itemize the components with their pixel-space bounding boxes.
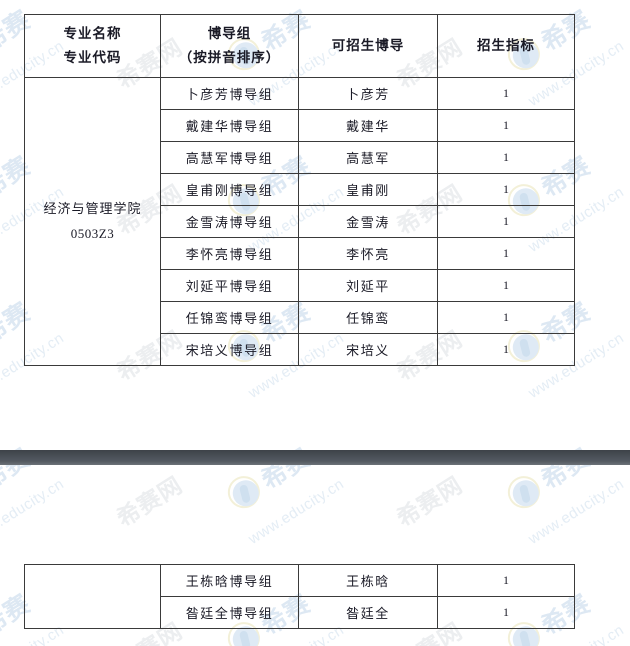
column-header-major: 专业名称 专业代码 [24,14,161,78]
quota-cell: 1 [437,269,575,302]
advisor-cell: 任锦鸾 [298,301,438,334]
quota-cell: 1 [437,564,575,597]
advisor-cell: 昝廷全 [298,596,438,629]
table-row: 戴建华博导组 戴建华 1 [25,109,575,142]
quota-cell: 1 [437,173,575,206]
group-cell: 卜彦芳博导组 [160,77,299,110]
column-header-advisor: 可招生博导 [298,14,438,78]
quota-cell: 1 [437,109,575,142]
table-row: 任锦鸾博导组 任锦鸾 1 [25,301,575,334]
group-cell: 高慧军博导组 [160,141,299,174]
group-cell: 宋培义博导组 [160,333,299,366]
advisor-cell: 王栋晗 [298,564,438,597]
quota-cell: 1 [437,333,575,366]
group-cell: 李怀亮博导组 [160,237,299,270]
watermark-url-text: www.educity.cn [0,475,68,548]
quota-cell: 1 [437,205,575,238]
watermark-brand-text: 希赛 [0,443,36,495]
table-row: 经济与管理学院 0503Z3 卜彦芳博导组 卜彦芳 1 [24,77,575,366]
column-header-quota-line1: 招生指标 [477,38,535,54]
header-row: 专业名称 专业代码 博导组 （按拼音排序） 可招生博导 招生指标 [24,14,575,78]
column-header-major-line2: 专业代码 [63,50,122,65]
group-cell: 昝廷全博导组 [160,596,299,629]
watermark-brand-net-text: 希赛网 [392,471,468,532]
column-header-group-line1: 博导组 [207,26,252,42]
educity-logo-icon [220,468,270,518]
table-row: 王栋晗博导组 王栋晗 1 [24,564,575,629]
advisor-cell: 高慧军 [298,141,438,174]
watermark-brand-net-text: 希赛网 [112,471,188,532]
quota-cell: 1 [437,596,575,629]
quota-cell: 1 [437,141,575,174]
major-merged-cell: 经济与管理学院 0503Z3 [24,77,161,366]
advisor-cell: 金雪涛 [298,205,438,238]
page-break-separator [0,450,630,465]
table-body-top: 经济与管理学院 0503Z3 卜彦芳博导组 卜彦芳 1 戴建华博导组 戴建华 1… [24,77,575,366]
column-header-advisor-line1: 可招生博导 [331,38,405,54]
advisor-cell: 卜彦芳 [298,77,438,110]
admission-table-top: 专业名称 专业代码 博导组 （按拼音排序） 可招生博导 招生指标 经济与管理学院 [24,14,575,366]
group-cell: 刘延平博导组 [160,269,299,302]
advisor-cell: 刘延平 [298,269,438,302]
advisor-cell: 李怀亮 [298,237,438,270]
watermark-brand-text: 希赛 [256,443,316,495]
major-name: 经济与管理学院 [43,201,142,217]
column-header-group-line2: （按拼音排序） [178,50,281,65]
major-code: 0503Z3 [70,225,115,241]
educity-logo-icon [500,468,550,518]
group-cell: 金雪涛博导组 [160,205,299,238]
column-header-quota: 招生指标 [437,14,575,78]
table-row: 昝廷全博导组 昝廷全 1 [25,596,575,629]
advisor-cell: 戴建华 [298,109,438,142]
table-header: 专业名称 专业代码 博导组 （按拼音排序） 可招生博导 招生指标 [24,14,575,78]
group-cell: 任锦鸾博导组 [160,301,299,334]
admission-table-bottom: 王栋晗博导组 王栋晗 1 昝廷全博导组 昝廷全 1 [24,564,575,629]
advisor-cell: 皇甫刚 [298,173,438,206]
group-cell: 戴建华博导组 [160,109,299,142]
column-header-major-line1: 专业名称 [63,26,122,42]
quota-cell: 1 [437,301,575,334]
watermark-url-text: www.educity.cn [525,475,628,548]
advisor-cell: 宋培义 [298,333,438,366]
table-row: 高慧军博导组 高慧军 1 [25,141,575,174]
watermark-brand-text: 希赛 [536,443,596,495]
group-cell: 皇甫刚博导组 [160,173,299,206]
table-body-bottom: 王栋晗博导组 王栋晗 1 昝廷全博导组 昝廷全 1 [24,564,575,629]
watermark-url-text: www.educity.cn [245,475,348,548]
column-header-group: 博导组 （按拼音排序） [160,14,299,78]
group-cell: 王栋晗博导组 [160,564,299,597]
major-merged-cell [24,564,161,629]
quota-cell: 1 [437,237,575,270]
quota-cell: 1 [437,77,575,110]
